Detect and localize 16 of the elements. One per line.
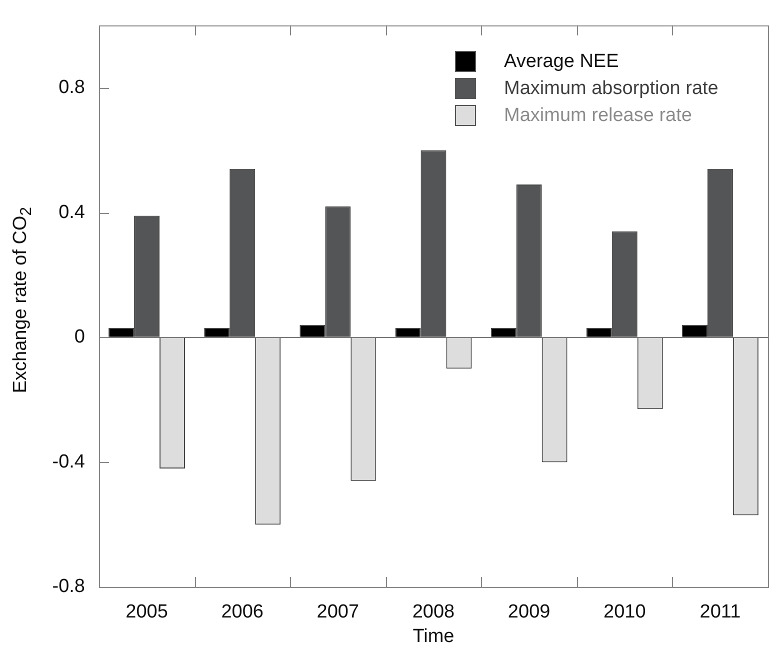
x-tick-label: 2010 [604, 602, 646, 623]
y-tick-label: -0.4 [52, 451, 86, 472]
legend-label: Average NEE [504, 50, 619, 72]
x-tick-label: 2005 [126, 602, 168, 623]
legend-label: Maximum release rate [504, 104, 692, 126]
x-tick-label: 2008 [412, 602, 455, 623]
x-tick-label: 2009 [508, 602, 550, 623]
x-tick-label: 2006 [221, 602, 264, 623]
y-tick-label: -0.8 [52, 576, 85, 598]
x-tick-label: 2011 [700, 602, 741, 623]
legend-label: Maximum absorption rate [504, 78, 718, 100]
x-axis-title: Time [412, 626, 456, 648]
y-tick-label: 0.4 [58, 202, 86, 223]
y-tick-label: 0.8 [58, 77, 85, 98]
y-tick-label: 0 [74, 326, 85, 348]
x-tick-label: 2007 [316, 602, 360, 623]
